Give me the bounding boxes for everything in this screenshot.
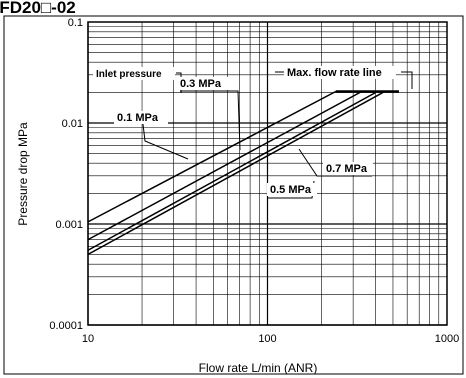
label-max-flow-rate-box xyxy=(284,66,396,79)
series-lines xyxy=(87,90,386,256)
y-tick-label: 0.1 xyxy=(68,17,83,29)
legend-title: Inlet pressure xyxy=(96,69,162,80)
series-line xyxy=(87,90,337,223)
x-tick-label: 10 xyxy=(82,333,94,345)
x-tick-label: 100 xyxy=(258,333,276,345)
label-0-7-mpa-leader xyxy=(298,148,372,177)
legend-title-box xyxy=(93,67,175,80)
label-0-3-mpa-leader xyxy=(180,90,241,151)
y-tick-label: 0.0001 xyxy=(49,320,83,332)
label-0-3-mpa-box xyxy=(177,77,231,90)
y-tick-label: 0.001 xyxy=(55,219,83,231)
label-max-flow-rate-leader xyxy=(401,71,413,89)
label-0-5-mpa-box xyxy=(267,183,317,196)
y-tick-label: 0.01 xyxy=(62,118,83,130)
y-axis-label: Pressure drop MPa xyxy=(16,122,30,226)
label-0-1-mpa-leader xyxy=(142,123,189,160)
series-line xyxy=(87,90,363,241)
plot-area xyxy=(87,21,448,326)
series-line xyxy=(87,90,378,251)
x-tick-label: 1000 xyxy=(435,333,459,345)
label-0-1-mpa: 0.1 MPa xyxy=(117,112,159,124)
label-0-7-mpa-box xyxy=(323,162,373,175)
label-0-3-mpa: 0.3 MPa xyxy=(180,78,222,90)
label-max-flow-rate: Max. flow rate line xyxy=(287,67,382,79)
y-tick-labels: 0.1 0.01 0.001 0.0001 xyxy=(49,17,83,332)
label-0-1-mpa-box xyxy=(114,111,168,124)
chart-header: SFD20□-02 xyxy=(0,0,76,17)
x-axis-label: Flow rate L/min (ANR) xyxy=(199,361,318,375)
x-tick-labels: 10 100 1000 xyxy=(82,333,459,345)
outer-frame xyxy=(3,15,464,375)
label-0-5-mpa: 0.5 MPa xyxy=(270,184,312,196)
series-line xyxy=(87,90,386,256)
label-0-7-mpa: 0.7 MPa xyxy=(326,163,368,175)
annotations: Inlet pressure 0.3 MPa 0.1 MPa 0.5 MPa 0.7 M… xyxy=(93,66,413,199)
